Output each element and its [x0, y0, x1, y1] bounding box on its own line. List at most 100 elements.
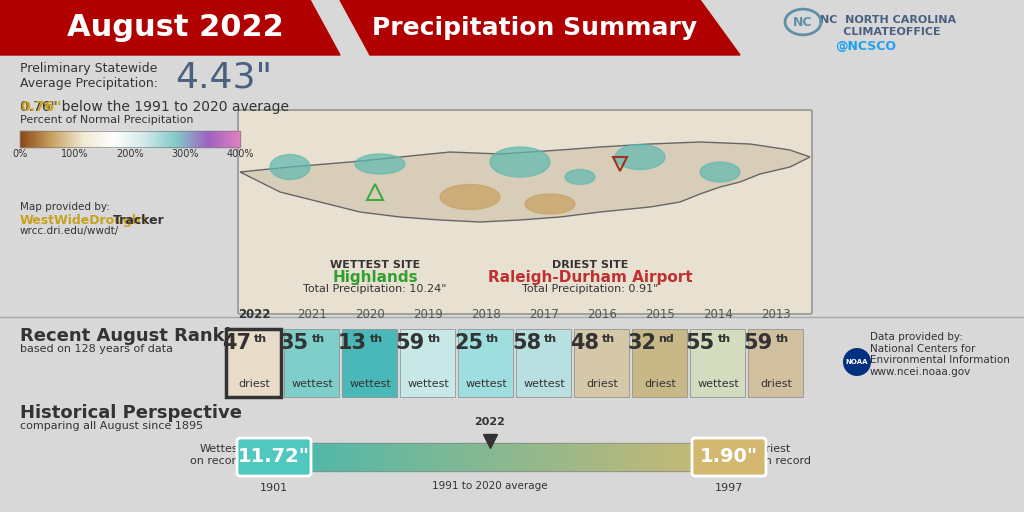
- Text: driest: driest: [760, 379, 792, 389]
- Text: Percent of Normal Precipitation: Percent of Normal Precipitation: [20, 115, 194, 125]
- Text: th: th: [370, 334, 383, 344]
- FancyBboxPatch shape: [238, 110, 812, 314]
- Text: Preliminary Statewide
Average Precipitation:: Preliminary Statewide Average Precipitat…: [20, 62, 158, 90]
- Text: 32: 32: [628, 333, 657, 353]
- Text: 2020: 2020: [355, 308, 385, 321]
- FancyBboxPatch shape: [458, 329, 513, 397]
- Text: Wettest
on record: Wettest on record: [190, 444, 243, 466]
- Text: 2016: 2016: [587, 308, 616, 321]
- Text: Total Precipitation: 10.24": Total Precipitation: 10.24": [303, 284, 446, 294]
- Text: Data provided by:
National Centers for
Environmental Information
www.ncei.noaa.g: Data provided by: National Centers for E…: [870, 332, 1010, 377]
- Text: th: th: [601, 334, 614, 344]
- Text: 25: 25: [454, 333, 483, 353]
- Ellipse shape: [525, 194, 575, 214]
- Text: th: th: [253, 334, 266, 344]
- Ellipse shape: [440, 184, 500, 209]
- Polygon shape: [340, 0, 740, 55]
- Text: 47: 47: [222, 333, 251, 353]
- Ellipse shape: [700, 162, 740, 182]
- Text: wrcc.dri.edu/wwdt/: wrcc.dri.edu/wwdt/: [20, 226, 119, 236]
- Polygon shape: [240, 142, 810, 222]
- FancyBboxPatch shape: [342, 329, 397, 397]
- Text: wettest: wettest: [408, 379, 449, 389]
- FancyBboxPatch shape: [692, 438, 766, 476]
- Text: wettest: wettest: [697, 379, 739, 389]
- Text: 2022: 2022: [474, 417, 506, 427]
- FancyBboxPatch shape: [284, 329, 339, 397]
- Ellipse shape: [615, 144, 665, 169]
- Text: 2019: 2019: [413, 308, 443, 321]
- Text: 1997: 1997: [715, 483, 743, 493]
- Text: 35: 35: [280, 333, 309, 353]
- Text: 2014: 2014: [703, 308, 733, 321]
- Text: @NCSCO: @NCSCO: [835, 40, 896, 53]
- Text: 2017: 2017: [529, 308, 559, 321]
- Text: based on 128 years of data: based on 128 years of data: [20, 344, 173, 354]
- Text: Highlands: Highlands: [332, 270, 418, 285]
- Text: comparing all August since 1895: comparing all August since 1895: [20, 421, 203, 431]
- Circle shape: [843, 348, 871, 376]
- FancyBboxPatch shape: [574, 329, 629, 397]
- Text: wettest: wettest: [465, 379, 507, 389]
- Text: Total Precipitation: 0.91": Total Precipitation: 0.91": [522, 284, 658, 294]
- Text: 400%: 400%: [226, 149, 254, 159]
- Text: 0.76": 0.76": [20, 100, 61, 114]
- FancyBboxPatch shape: [226, 329, 281, 397]
- Text: 2013: 2013: [761, 308, 791, 321]
- Text: Raleigh-Durham Airport: Raleigh-Durham Airport: [487, 270, 692, 285]
- Text: 2018: 2018: [471, 308, 501, 321]
- FancyBboxPatch shape: [0, 0, 310, 55]
- Text: 1901: 1901: [260, 483, 288, 493]
- Text: NC: NC: [794, 15, 813, 29]
- Text: 0.76" below the 1991 to 2020 average: 0.76" below the 1991 to 2020 average: [20, 100, 289, 114]
- FancyBboxPatch shape: [632, 329, 687, 397]
- Text: 1.90": 1.90": [700, 447, 758, 466]
- Text: NOAA: NOAA: [846, 359, 868, 365]
- Text: 2021: 2021: [297, 308, 327, 321]
- Text: driest: driest: [238, 379, 270, 389]
- Ellipse shape: [355, 154, 406, 174]
- Text: 13: 13: [338, 333, 367, 353]
- Polygon shape: [0, 0, 340, 55]
- Text: Tracker: Tracker: [113, 214, 165, 227]
- Text: 100%: 100%: [61, 149, 89, 159]
- Text: Recent August Rankings: Recent August Rankings: [20, 327, 267, 345]
- Text: wettest: wettest: [523, 379, 565, 389]
- Text: WETTEST SITE: WETTEST SITE: [330, 260, 420, 270]
- FancyBboxPatch shape: [237, 438, 311, 476]
- Text: 58: 58: [512, 333, 541, 353]
- Text: 2015: 2015: [645, 308, 675, 321]
- Text: th: th: [311, 334, 325, 344]
- Text: Historical Perspective: Historical Perspective: [20, 404, 242, 422]
- Text: th: th: [427, 334, 440, 344]
- Text: nd: nd: [658, 334, 674, 344]
- Ellipse shape: [490, 147, 550, 177]
- Text: 48: 48: [570, 333, 599, 353]
- Text: 1991 to 2020 average: 1991 to 2020 average: [432, 481, 548, 491]
- Text: th: th: [485, 334, 499, 344]
- Text: 4.43": 4.43": [175, 60, 272, 94]
- Text: DRIEST SITE: DRIEST SITE: [552, 260, 628, 270]
- Text: Driest
on record: Driest on record: [758, 444, 811, 466]
- FancyBboxPatch shape: [690, 329, 745, 397]
- FancyBboxPatch shape: [400, 329, 455, 397]
- Text: th: th: [775, 334, 788, 344]
- Text: 300%: 300%: [171, 149, 199, 159]
- Text: 55: 55: [686, 333, 715, 353]
- Text: Precipitation Summary: Precipitation Summary: [373, 15, 697, 39]
- Text: August 2022: August 2022: [67, 13, 284, 42]
- Text: th: th: [718, 334, 730, 344]
- Text: WestWideDrought: WestWideDrought: [20, 214, 147, 227]
- Text: 2022: 2022: [238, 308, 270, 321]
- FancyBboxPatch shape: [748, 329, 803, 397]
- Text: 59: 59: [743, 333, 773, 353]
- Text: driest: driest: [644, 379, 676, 389]
- Ellipse shape: [565, 169, 595, 184]
- FancyBboxPatch shape: [516, 329, 571, 397]
- Text: 0%: 0%: [12, 149, 28, 159]
- Text: 59: 59: [395, 333, 425, 353]
- Text: wettest: wettest: [291, 379, 333, 389]
- Text: driest: driest: [586, 379, 617, 389]
- Text: 11.72": 11.72": [238, 447, 310, 466]
- Text: NC  NORTH CAROLINA
      CLIMATEOFFICE: NC NORTH CAROLINA CLIMATEOFFICE: [820, 15, 956, 37]
